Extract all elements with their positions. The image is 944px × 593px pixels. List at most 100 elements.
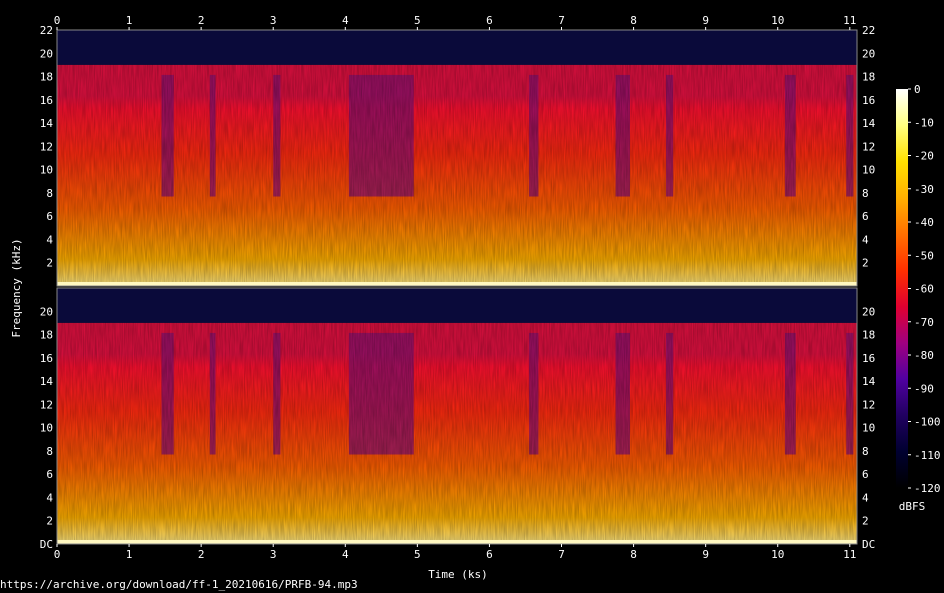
y-tick-label-right: 18 (862, 71, 875, 84)
source-url: https://archive.org/download/ff-1_202106… (0, 578, 358, 591)
x-tick-label-top: 1 (126, 14, 133, 27)
colorbar-tick-label: -60 (914, 283, 934, 296)
y-tick-label-left: 18 (40, 329, 53, 342)
colorbar-scale (896, 89, 908, 488)
x-tick-label-top: 7 (558, 14, 565, 27)
y-tick-label-right: 4 (862, 233, 869, 246)
y-axis-left: 2 4 6 8 10 12 14 16 18 20 22 DC 2 4 6 8 10 12 14 16 18 20 (40, 24, 54, 551)
y-tick-label-right: 12 (862, 140, 875, 153)
y-tick-label-right: 6 (862, 468, 869, 481)
x-tick-label-top: 5 (414, 14, 421, 27)
y-tick-label-right: 14 (862, 375, 876, 388)
colorbar-tick-label: -20 (914, 150, 934, 163)
colorbar-tick-label: -100 (914, 416, 941, 429)
colorbar-label: dBFS (899, 500, 926, 513)
y-axis-right: 2 4 6 8 10 12 14 16 18 20 22 DC 2 4 6 8 10 12 14 16 18 20 (862, 24, 876, 551)
x-tick-label-bottom: 0 (54, 548, 61, 561)
x-tick-label-top: 6 (486, 14, 493, 27)
x-axis-label: Time (ks) (428, 568, 488, 581)
y-tick-label-right: 8 (862, 445, 869, 458)
colorbar: 0 -10 -20 -30 -40 -50 -60 -70 -80 -90 -100 -110 -120… (896, 83, 941, 513)
y-tick-label-left: 14 (40, 375, 54, 388)
ch1-frame (56, 29, 858, 287)
channel-2-spectrogram (56, 287, 858, 545)
ch1-texture (57, 64, 857, 286)
y-tick-label-left: 2 (46, 515, 53, 528)
y-tick-label-left: 16 (40, 352, 53, 365)
x-tick-label-bottom: 8 (630, 548, 637, 561)
colorbar-tick-label: -30 (914, 183, 934, 196)
y-tick-label-left: 6 (46, 468, 53, 481)
x-tick-label-bottom: 6 (486, 548, 493, 561)
colorbar-tick-label: -80 (914, 349, 934, 362)
colorbar-tick-label: -110 (914, 449, 941, 462)
y-tick-label-left: 20 (40, 305, 53, 318)
x-tick-label-top: 4 (342, 14, 349, 27)
y-tick-label-right: 20 (862, 305, 875, 318)
ch2-dc-band (57, 540, 857, 544)
x-tick-label-bottom: 9 (702, 548, 709, 561)
x-tick-label-bottom: 3 (270, 548, 277, 561)
y-tick-label-left: 2 (46, 257, 53, 270)
y-tick-label-left: 6 (46, 210, 53, 223)
x-tick-label-top: 2 (198, 14, 205, 27)
channel-1-spectrogram (56, 29, 858, 287)
x-tick-label-bottom: 4 (342, 548, 349, 561)
y-tick-label-right: 18 (862, 329, 875, 342)
colorbar-tick-label: -10 (914, 116, 934, 129)
y-tick-label-left: 4 (46, 233, 53, 246)
y-tick-label-right: 14 (862, 117, 876, 130)
y-tick-label-right: 6 (862, 210, 869, 223)
y-tick-label-left: 16 (40, 94, 53, 107)
y-tick-label-right: 8 (862, 187, 869, 200)
x-tick-label-bottom: 2 (198, 548, 205, 561)
y-tick-label-left: 18 (40, 71, 53, 84)
y-tick-label-right: 20 (862, 47, 875, 60)
y-tick-label-right: 4 (862, 491, 869, 504)
ch2-texture (57, 322, 857, 544)
colorbar-tick-label: -120 (914, 482, 941, 495)
x-tick-label-bottom: 10 (771, 548, 784, 561)
colorbar-tick-label: 0 (914, 83, 921, 96)
x-tick-label-bottom: 7 (558, 548, 565, 561)
y-tick-label-left: 12 (40, 398, 53, 411)
y-tick-label-right: 22 (862, 24, 875, 37)
ch1-dc-band (57, 282, 857, 286)
x-tick-label-top: 10 (771, 14, 784, 27)
x-axis-top: 0 1 2 3 4 5 6 7 8 9 10 11 (54, 14, 856, 30)
colorbar-tick-label: -70 (914, 316, 934, 329)
x-tick-label-top: 8 (630, 14, 637, 27)
x-tick-label-bottom: 11 (843, 548, 856, 561)
x-tick-label-bottom: 5 (414, 548, 421, 561)
y-tick-label-left: 22 (40, 24, 53, 37)
y-tick-label-right: 10 (862, 164, 875, 177)
x-tick-label-top: 11 (843, 14, 856, 27)
x-tick-label-top: 9 (702, 14, 709, 27)
y-axis-label: Frequency (kHz) (10, 238, 23, 337)
y-tick-label-right: 16 (862, 352, 875, 365)
y-tick-label-right: 16 (862, 94, 875, 107)
y-tick-label-left: 12 (40, 140, 53, 153)
y-tick-label-left: 10 (40, 164, 53, 177)
y-tick-label-right: DC (862, 538, 875, 551)
y-tick-label-left: 20 (40, 47, 53, 60)
colorbar-tick-label: -90 (914, 382, 934, 395)
y-tick-label-left: 8 (46, 187, 53, 200)
y-tick-label-right: 2 (862, 257, 869, 270)
ch2-frame (56, 287, 858, 545)
y-tick-label-right: 12 (862, 398, 875, 411)
y-tick-label-left: 10 (40, 422, 53, 435)
y-tick-label-right: 2 (862, 515, 869, 528)
y-tick-label-left: DC (40, 538, 53, 551)
colorbar-tick-label: -50 (914, 249, 934, 262)
x-axis-bottom: 0 1 2 3 4 5 6 7 8 9 10 11 (54, 544, 856, 561)
colorbar-ticks: 0 -10 -20 -30 -40 -50 -60 -70 -80 -90 -100 -110 -120 (908, 83, 941, 495)
y-tick-label-left: 4 (46, 491, 53, 504)
y-tick-label-left: 8 (46, 445, 53, 458)
x-tick-label-top: 3 (270, 14, 277, 27)
colorbar-tick-label: -40 (914, 216, 934, 229)
x-tick-label-bottom: 1 (126, 548, 133, 561)
x-tick-label-top: 0 (54, 14, 61, 27)
y-tick-label-left: 14 (40, 117, 54, 130)
